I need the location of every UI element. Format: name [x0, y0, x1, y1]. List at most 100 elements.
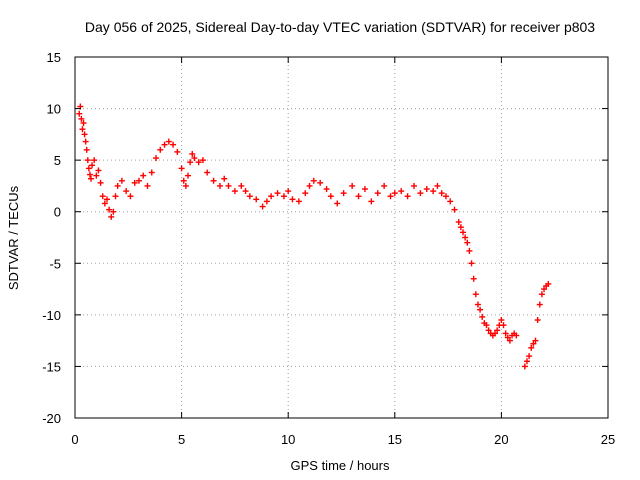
data-point: [447, 198, 454, 205]
data-point: [135, 177, 142, 184]
data-point: [430, 188, 437, 195]
data-point: [91, 157, 98, 164]
x-tick-label: 10: [281, 432, 295, 447]
data-point: [506, 337, 513, 344]
data-point: [302, 190, 309, 197]
data-point: [500, 322, 507, 329]
data-point: [323, 186, 330, 193]
data-point: [513, 332, 520, 339]
data-point: [451, 206, 458, 213]
y-tick-label: -15: [42, 359, 61, 374]
data-point: [80, 120, 87, 127]
data-point: [485, 327, 492, 334]
data-point: [374, 190, 381, 197]
data-point: [528, 344, 535, 351]
data-point: [127, 193, 134, 200]
y-tick-label: -5: [49, 256, 61, 271]
data-point: [434, 182, 441, 189]
data-point: [78, 115, 85, 122]
data-point: [84, 157, 91, 164]
y-tick-label: 0: [54, 205, 61, 220]
data-point: [457, 224, 464, 231]
data-point: [460, 229, 467, 236]
x-tick-label: 25: [601, 432, 615, 447]
data-point: [361, 186, 368, 193]
data-point: [306, 182, 313, 189]
chart-title: Day 056 of 2025, Sidereal Day-to-day VTE…: [85, 19, 595, 35]
data-point: [79, 126, 86, 133]
data-point: [349, 182, 356, 189]
data-point: [114, 182, 121, 189]
data-point: [110, 208, 117, 215]
data-point: [532, 337, 539, 344]
data-point: [462, 234, 469, 241]
data-point: [391, 190, 398, 197]
data-point: [438, 190, 445, 197]
data-point: [157, 146, 164, 153]
data-point: [231, 188, 238, 195]
data-point: [101, 200, 108, 207]
data-point: [285, 188, 292, 195]
data-point: [536, 301, 543, 308]
y-tick-label: 10: [47, 102, 61, 117]
data-point: [95, 167, 102, 174]
data-point: [464, 239, 471, 246]
data-point: [178, 165, 185, 172]
data-point: [523, 358, 530, 365]
data-point: [174, 148, 181, 155]
data-point: [526, 353, 533, 360]
data-point: [442, 193, 449, 200]
data-point: [112, 193, 119, 200]
data-point: [191, 155, 198, 162]
y-tick-label: -20: [42, 411, 61, 426]
data-point: [468, 260, 475, 267]
x-tick-label: 20: [494, 432, 508, 447]
data-point: [295, 198, 302, 205]
data-point: [289, 196, 296, 203]
data-point: [534, 317, 541, 324]
data-point: [253, 196, 260, 203]
data-point: [417, 190, 424, 197]
data-point: [153, 155, 160, 162]
data-point: [340, 190, 347, 197]
data-point: [474, 301, 481, 308]
data-point: [123, 188, 130, 195]
data-point: [472, 291, 479, 298]
data-point: [86, 171, 93, 178]
data-point: [317, 179, 324, 186]
data-point: [170, 141, 177, 148]
plot-frame: [74, 56, 609, 419]
grid-lines: [75, 57, 608, 418]
data-point: [263, 198, 270, 205]
data-point: [479, 313, 486, 320]
data-point: [268, 193, 275, 200]
data-point: [81, 131, 88, 138]
data-point: [238, 182, 245, 189]
y-axis-label: SDTVAR / TECUs: [6, 185, 21, 290]
data-point: [455, 219, 462, 226]
data-point: [195, 159, 202, 166]
x-tick-label: 5: [178, 432, 185, 447]
data-point: [494, 327, 501, 334]
data-point: [410, 182, 417, 189]
data-point: [225, 182, 232, 189]
data-point: [502, 330, 509, 337]
data-point: [387, 193, 394, 200]
data-point: [103, 196, 110, 203]
data-point: [398, 188, 405, 195]
data-point: [492, 330, 499, 337]
data-point: [97, 179, 104, 186]
data-point: [530, 340, 537, 347]
data-point: [140, 172, 147, 179]
data-point: [83, 146, 90, 153]
data-point: [148, 169, 155, 176]
data-point: [85, 165, 92, 172]
data-point: [334, 200, 341, 207]
data-point: [204, 169, 211, 176]
data-point: [221, 175, 228, 182]
data-point: [470, 275, 477, 282]
data-point: [541, 286, 548, 293]
data-point: [280, 193, 287, 200]
